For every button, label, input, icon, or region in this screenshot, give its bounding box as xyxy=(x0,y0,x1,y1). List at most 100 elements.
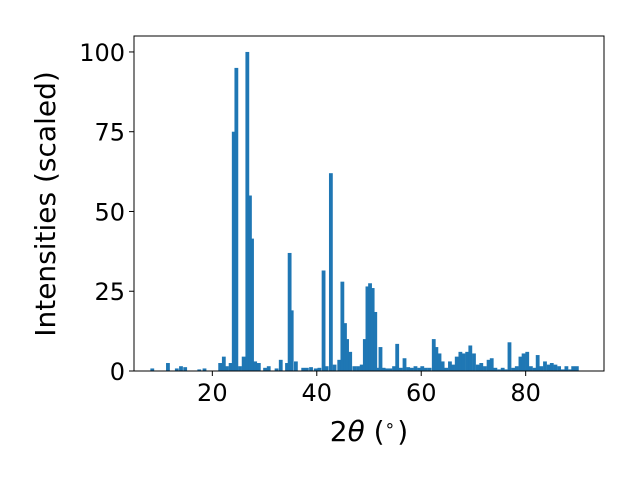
bar xyxy=(406,367,411,371)
bar xyxy=(518,356,523,371)
bar xyxy=(431,339,436,371)
bar xyxy=(535,355,540,371)
bar xyxy=(454,356,459,371)
bar xyxy=(539,366,544,371)
bar xyxy=(528,366,533,371)
bar xyxy=(388,368,393,371)
bar xyxy=(511,367,516,371)
bar xyxy=(304,367,309,371)
bar xyxy=(321,270,326,371)
bar xyxy=(150,368,155,371)
bar xyxy=(424,367,428,371)
bar xyxy=(293,361,298,371)
bar xyxy=(348,351,353,371)
bar xyxy=(543,361,547,371)
bar xyxy=(402,358,407,371)
bar xyxy=(437,353,442,371)
x-tick-label: 20 xyxy=(197,379,228,407)
bar xyxy=(245,51,250,371)
y-tick-label: 50 xyxy=(94,198,125,226)
bar xyxy=(256,363,261,371)
bar xyxy=(564,366,569,371)
bar xyxy=(253,361,258,371)
bar xyxy=(489,358,494,371)
bar xyxy=(373,311,378,371)
bar xyxy=(309,367,313,371)
bar xyxy=(381,367,386,371)
bar xyxy=(202,368,207,371)
bar xyxy=(370,288,375,371)
bar xyxy=(324,366,329,371)
bar xyxy=(483,366,487,371)
bar xyxy=(340,281,345,371)
bar xyxy=(197,369,202,371)
bar xyxy=(328,173,333,371)
bar xyxy=(266,366,271,371)
bar xyxy=(465,351,470,371)
y-ticks: 0 25 50 75 100 xyxy=(79,39,134,386)
bar xyxy=(557,366,561,371)
bar xyxy=(417,367,422,371)
bar xyxy=(301,367,306,371)
bar xyxy=(352,366,357,371)
bar xyxy=(221,356,226,371)
bar xyxy=(287,252,292,371)
bar xyxy=(166,363,170,371)
bar xyxy=(475,364,480,371)
y-tick-label: 100 xyxy=(79,39,125,67)
bar xyxy=(289,310,294,371)
axes-frame xyxy=(133,35,605,372)
bar xyxy=(228,363,233,371)
x-axis-label-prefix: 2 xyxy=(330,415,348,448)
y-tick-label: 0 xyxy=(110,358,125,386)
bar xyxy=(234,67,239,372)
bar xyxy=(500,367,505,371)
bar xyxy=(231,131,236,371)
bar xyxy=(278,359,283,371)
bar xyxy=(420,366,425,371)
bar xyxy=(458,351,463,371)
bar xyxy=(574,366,579,371)
bar xyxy=(398,367,403,371)
y-axis-label: Intensities (scaled) xyxy=(29,71,62,337)
bar xyxy=(174,368,179,371)
bar xyxy=(451,364,455,371)
bar xyxy=(472,353,476,371)
bars-group xyxy=(150,51,579,372)
x-tick-label: 80 xyxy=(510,379,541,407)
bar xyxy=(392,366,396,371)
bar xyxy=(285,363,289,371)
bar xyxy=(356,366,360,371)
bar xyxy=(365,286,370,371)
y-tick-label: 75 xyxy=(94,119,125,147)
x-axis-label-suffix: ( xyxy=(365,415,385,448)
bar xyxy=(317,367,322,371)
x-axis-label-unit: ∘ xyxy=(385,416,396,436)
bar xyxy=(532,367,537,371)
bar xyxy=(375,367,380,371)
y-tick-label: 25 xyxy=(94,278,125,306)
bar xyxy=(571,366,576,371)
x-tick-label: 60 xyxy=(406,379,437,407)
bar xyxy=(568,369,572,371)
bar xyxy=(179,366,183,371)
bar xyxy=(546,364,551,371)
bar xyxy=(434,347,439,371)
bar xyxy=(395,343,400,371)
bar xyxy=(461,353,466,371)
bar xyxy=(218,363,223,371)
bar xyxy=(362,339,367,371)
bar xyxy=(560,369,565,371)
x-axis-label-symbol: θ xyxy=(348,415,365,448)
bar xyxy=(241,356,246,371)
bar xyxy=(413,366,418,371)
bar xyxy=(440,361,445,371)
bar xyxy=(553,364,558,371)
bar xyxy=(497,369,501,371)
bar xyxy=(345,339,349,371)
bar xyxy=(368,283,372,371)
bar xyxy=(486,359,491,371)
bar xyxy=(332,364,337,371)
bar xyxy=(448,361,452,371)
